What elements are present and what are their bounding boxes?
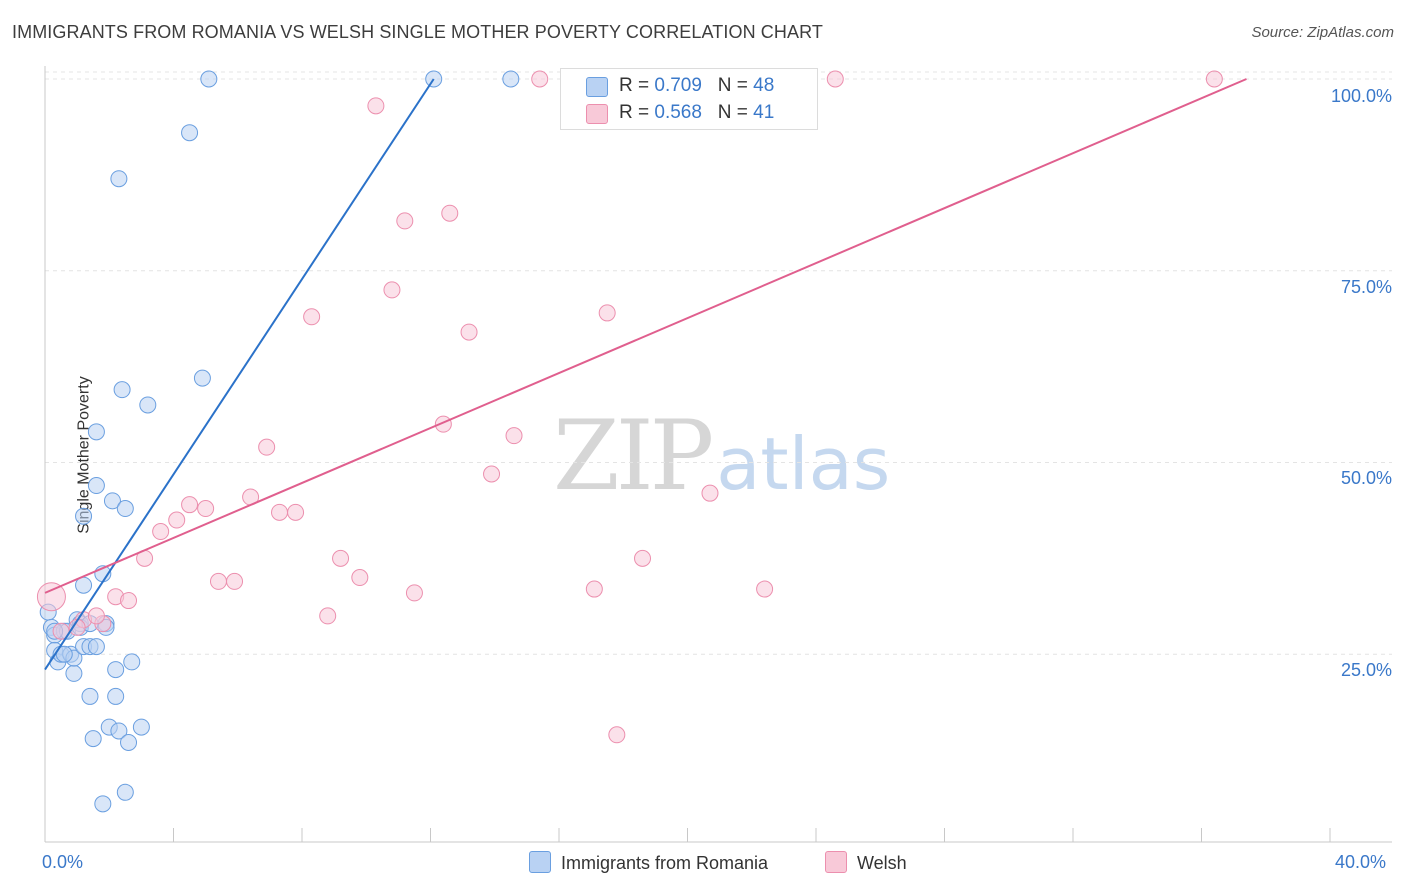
point-welsh-6: [120, 592, 138, 610]
x-tick-label-max: 40.0%: [1335, 852, 1387, 872]
legend-item-romania: Immigrants from Romania: [529, 851, 768, 874]
point-welsh-21: [351, 569, 369, 587]
legend-swatch-romania: [586, 77, 608, 97]
point-romania-19: [81, 687, 99, 705]
legend-label-welsh: Welsh: [857, 853, 907, 873]
point-romania-35: [116, 500, 134, 518]
point-romania-20: [84, 730, 102, 748]
legend-bottom-swatch-romania: [529, 851, 551, 873]
point-romania-41: [181, 124, 199, 142]
point-welsh-36: [701, 484, 719, 502]
point-welsh-35: [634, 549, 652, 567]
trend-line-romania: [44, 78, 435, 671]
stats-text-romania: R = 0.709 N = 48: [619, 75, 774, 97]
point-welsh-27: [441, 204, 459, 222]
point-romania-34: [113, 381, 131, 399]
point-welsh-22: [367, 97, 385, 115]
point-welsh-23: [383, 281, 401, 299]
point-romania-25: [94, 795, 112, 813]
n-label-welsh: N =: [717, 102, 748, 123]
point-romania-39: [132, 718, 150, 736]
point-welsh-24: [396, 212, 414, 230]
y-tick-label-75: 75.0%: [1340, 277, 1392, 297]
point-welsh-39: [1205, 70, 1223, 88]
r-value-welsh: 0.568: [654, 102, 702, 123]
point-welsh-11: [197, 500, 215, 518]
r-value-romania: 0.709: [654, 75, 702, 96]
n-label-romania: N =: [717, 75, 748, 96]
point-welsh-28: [460, 323, 478, 341]
point-welsh-37: [756, 580, 774, 598]
point-romania-9: [65, 664, 83, 682]
point-romania-30: [107, 687, 125, 705]
trend-lines: [44, 78, 1247, 671]
point-welsh-33: [598, 304, 616, 322]
point-romania-33: [110, 170, 128, 188]
point-welsh-31: [531, 70, 549, 88]
point-welsh-16: [271, 503, 289, 521]
watermark-atlas: atlas: [716, 422, 891, 506]
point-romania-38: [123, 653, 141, 671]
point-romania-16: [75, 507, 93, 525]
point-welsh-34: [608, 726, 626, 744]
watermark-zip: ZIP: [553, 400, 714, 512]
point-welsh-32: [585, 580, 603, 598]
point-welsh-10: [181, 496, 199, 514]
point-welsh-19: [319, 607, 337, 625]
axes: [44, 66, 1392, 843]
point-welsh-4: [87, 607, 105, 625]
point-romania-45: [502, 70, 520, 88]
n-value-romania: 48: [753, 75, 775, 96]
point-welsh-17: [287, 503, 305, 521]
point-romania-32: [110, 722, 128, 740]
point-welsh-38: [826, 70, 844, 88]
n-value-welsh: 41: [753, 102, 775, 123]
point-welsh-25: [405, 584, 423, 602]
point-welsh-15: [258, 438, 276, 456]
point-romania-42: [193, 369, 211, 387]
r-label-welsh: R =: [619, 102, 650, 123]
point-welsh-0: [36, 582, 66, 612]
watermark: ZIPatlas: [553, 400, 890, 512]
point-romania-23: [87, 423, 105, 441]
point-welsh-29: [483, 465, 501, 483]
point-romania-21: [87, 638, 105, 656]
point-welsh-30: [505, 427, 523, 445]
r-label-romania: R =: [619, 75, 650, 96]
point-welsh-12: [209, 572, 227, 590]
legend-label-romania: Immigrants from Romania: [561, 853, 769, 873]
point-romania-43: [200, 70, 218, 88]
trend-line-welsh: [44, 78, 1247, 594]
x-tick-label-min: 0.0%: [42, 852, 84, 872]
point-romania-31: [107, 661, 125, 679]
point-romania-40: [139, 396, 157, 414]
point-romania-37: [120, 733, 138, 751]
data-points: [36, 70, 1223, 813]
stats-text-welsh: R = 0.568 N = 41: [619, 102, 774, 124]
point-romania-29: [103, 492, 121, 510]
point-welsh-9: [168, 511, 186, 529]
point-welsh-13: [226, 572, 244, 590]
point-welsh-18: [303, 308, 321, 326]
legend-item-welsh: Welsh: [825, 851, 907, 874]
stats-legend: R = 0.709 N = 48 R = 0.568 N = 41: [560, 68, 818, 130]
y-tick-label-25: 25.0%: [1340, 660, 1392, 680]
point-romania-22: [87, 477, 105, 495]
legend-bottom-swatch-welsh: [825, 851, 847, 873]
chart-title: IMMIGRANTS FROM ROMANIA VS WELSH SINGLE …: [12, 22, 823, 42]
y-tick-label-100: 100.0%: [1330, 86, 1392, 106]
chart-source: Source: ZipAtlas.com: [1251, 24, 1394, 41]
point-welsh-8: [152, 523, 170, 541]
point-romania-36: [116, 783, 134, 801]
point-welsh-20: [332, 549, 350, 567]
legend-swatch-welsh: [586, 104, 608, 124]
y-tick-label-50: 50.0%: [1340, 468, 1392, 488]
